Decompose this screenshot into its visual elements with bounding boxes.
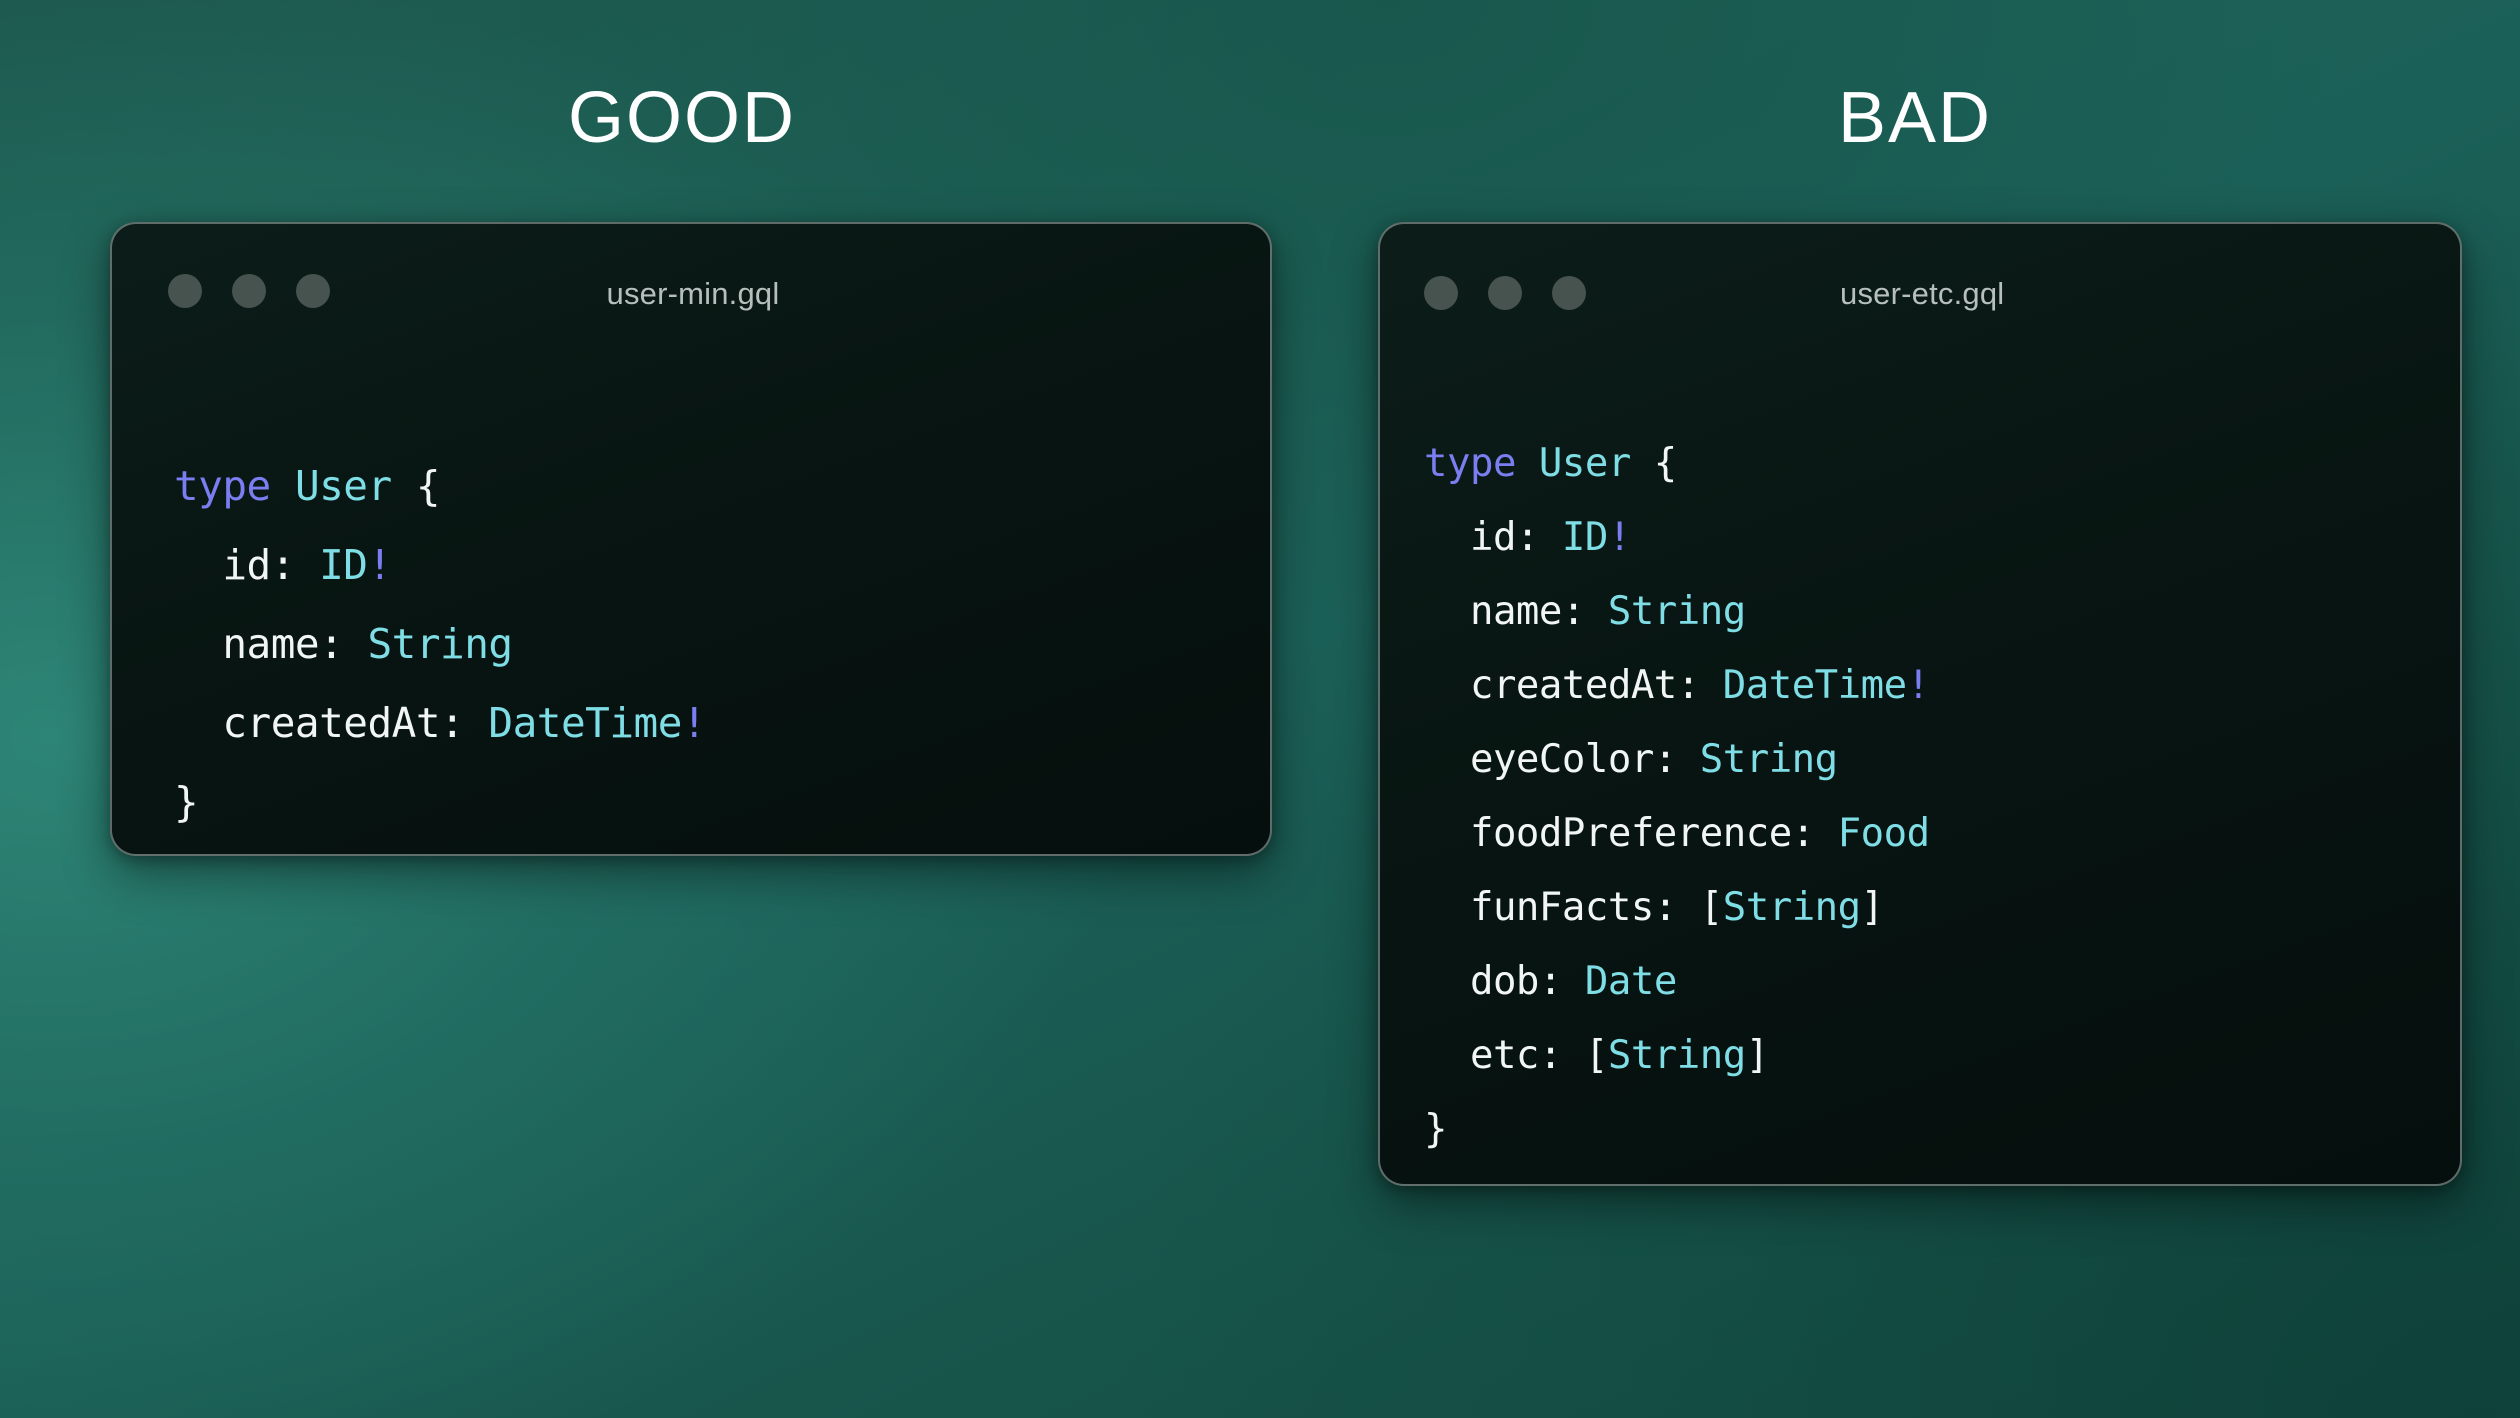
code-line: etc: [String] [1424,1033,1769,1078]
code-token-type: String [1607,1033,1746,1078]
code-token-name: funFacts: [ [1424,885,1723,930]
code-token-type: User [294,462,392,510]
code-token-punc: ] [1745,1033,1769,1078]
code-token-punc: } [174,778,199,826]
code-window-good: user-min.gql type User { id: ID! name: S… [110,222,1272,856]
code-block-bad: type User { id: ID! name: String created… [1424,427,1930,1167]
code-token-type: Date [1584,959,1677,1004]
code-token-type: String [1699,737,1838,782]
code-token-type: String [367,620,513,668]
code-line: name: String [174,620,513,668]
code-token-type: DateTime [488,699,682,747]
code-line: createdAt: DateTime! [1424,663,1930,708]
code-line: id: ID! [1424,515,1631,560]
code-line: } [174,778,199,826]
code-block-good: type User { id: ID! name: String created… [174,447,707,842]
code-token-type: ID [319,541,368,589]
minimize-dot-icon[interactable] [232,274,266,308]
code-token-name: createdAt: [174,699,489,747]
close-dot-icon[interactable] [168,274,202,308]
code-line: name: String [1424,589,1746,634]
code-line: id: ID! [174,541,392,589]
code-token-bang: ! [1607,515,1631,560]
code-token-type: String [1722,885,1861,930]
window-controls [1424,276,1586,310]
code-line: type User { [1424,441,1677,486]
code-window-bad: user-etc.gql type User { id: ID! name: S… [1378,222,2462,1186]
window-controls [168,274,330,308]
code-token-punc: { [1630,441,1677,486]
code-token-kw: type [174,462,271,510]
window-titlebar: user-min.gql [112,224,1270,340]
code-token-type: ID [1561,515,1608,560]
heading-bad: BAD [1837,78,1993,158]
heading-good: GOOD [567,78,797,158]
code-line: } [1424,1107,1447,1152]
code-token-punc: } [1424,1107,1447,1152]
code-token-name: eyeColor: [1424,737,1700,782]
maximize-dot-icon[interactable] [1552,276,1586,310]
code-line: createdAt: DateTime! [174,699,706,747]
code-token-type: Food [1837,811,1930,856]
code-token-type: DateTime [1722,663,1907,708]
code-token-type: String [1607,589,1746,634]
code-token-bang: ! [1906,663,1930,708]
code-token-name: id: [174,541,320,589]
code-token-name: etc: [ [1424,1033,1608,1078]
code-line: eyeColor: String [1424,737,1838,782]
window-filename: user-min.gql [606,276,780,311]
maximize-dot-icon[interactable] [296,274,330,308]
code-token-name: name: [174,620,368,668]
code-token-bang: ! [367,541,392,589]
code-token-punc: { [391,462,441,510]
code-token-bang: ! [681,699,707,747]
code-token-name: createdAt: [1424,663,1723,708]
window-filename: user-etc.gql [1840,276,2005,311]
code-token-name: dob: [1424,959,1585,1004]
code-token-name: id: [1424,515,1562,560]
code-token-punc [1516,441,1539,486]
code-line: funFacts: [String] [1424,885,1884,930]
code-line: foodPreference: Food [1424,811,1930,856]
code-token-type: User [1538,441,1631,486]
minimize-dot-icon[interactable] [1488,276,1522,310]
code-token-punc [271,462,295,510]
code-token-name: foodPreference: [1424,811,1838,856]
close-dot-icon[interactable] [1424,276,1458,310]
code-line: dob: Date [1424,959,1677,1004]
code-token-name: name: [1424,589,1608,634]
code-token-punc: ] [1860,885,1884,930]
code-line: type User { [174,462,441,510]
code-token-kw: type [1424,441,1516,486]
window-titlebar: user-etc.gql [1380,224,2460,340]
